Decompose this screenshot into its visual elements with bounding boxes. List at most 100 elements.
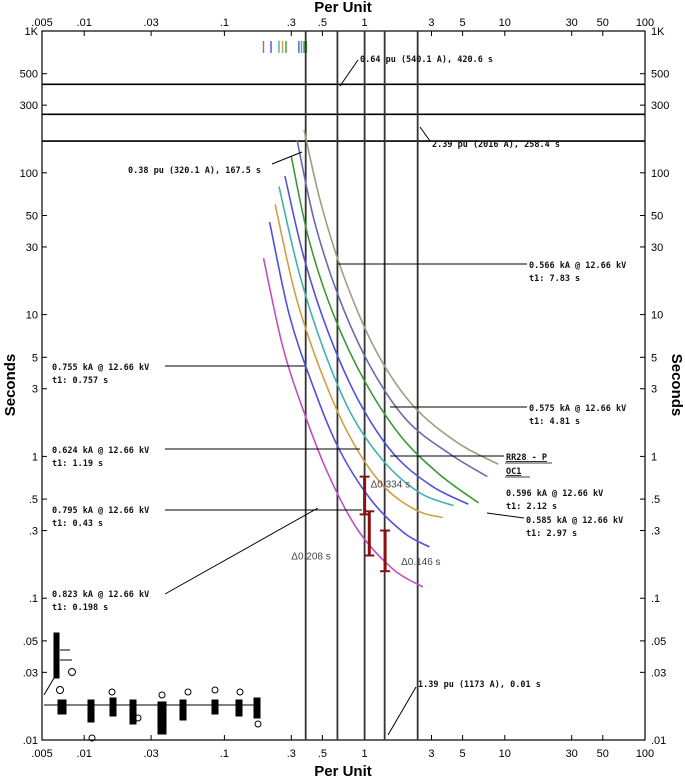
y-tick-label: .5 — [29, 494, 38, 506]
tcc-curves — [262, 129, 499, 588]
leader-line — [271, 151, 303, 165]
x-tick-label: .005 — [31, 17, 52, 29]
x-tick-label: 50 — [597, 748, 609, 760]
x-tick-label: .03 — [143, 748, 158, 760]
top-marks — [262, 41, 308, 53]
annotation-label: 0.566 kA @ 12.66 kV — [529, 261, 626, 271]
y-tick-label: .3 — [651, 526, 660, 538]
y-axis-ticks: 1K 1K 500 500 300 300 100 100 50 50 30 30 10 10 5 5 3 3 1 1… — [20, 26, 670, 747]
y-tick-label: 100 — [20, 168, 38, 180]
annotation-label: t1: 2.12 s — [506, 502, 557, 512]
leader-line — [164, 507, 319, 595]
annotation-label: 0.64 pu (540.1 A), 420.6 s — [360, 55, 493, 65]
x-tick-label: 3 — [428, 748, 434, 760]
leader-line — [419, 126, 431, 142]
margin-brackets: Δ0.334 s Δ0.208 s Δ0.146 s — [291, 475, 441, 573]
leader-line — [387, 686, 417, 736]
annotation-label: t1: 0.757 s — [52, 376, 108, 386]
y-tick-label: 30 — [651, 242, 663, 254]
y-tick-label: .01 — [23, 735, 38, 747]
x-tick-label: .005 — [31, 748, 52, 760]
device-label: RR28 - P — [506, 453, 547, 463]
x-tick-label: 30 — [566, 748, 578, 760]
plot-frame — [41, 30, 646, 741]
x-axis-title-bottom: Per Unit — [314, 763, 372, 780]
y-tick-label: .05 — [651, 636, 666, 648]
y-tick-label: 100 — [651, 168, 669, 180]
y-tick-label: .1 — [651, 593, 660, 605]
tcc-curve-3 — [274, 204, 443, 519]
y-tick-label: 3 — [32, 384, 38, 396]
y-tick-label: 500 — [651, 69, 669, 81]
annotation-label: 2.39 pu (2016 A), 258.4 s — [432, 140, 560, 150]
y-tick-label: .1 — [29, 593, 38, 605]
x-tick-label: .03 — [143, 17, 158, 29]
y-tick-label: .01 — [651, 735, 666, 747]
bracket-label: Δ0.146 s — [401, 557, 440, 568]
y-tick-label: .03 — [651, 667, 666, 679]
leader-line — [339, 59, 359, 87]
x-tick-label: .3 — [287, 748, 296, 760]
x-tick-label: 10 — [499, 748, 511, 760]
bracket-label: Δ0.334 s — [371, 480, 410, 491]
x-axis-ticks: .005.005.01.01.03.03.1.1.3.3.5.511335510… — [31, 17, 654, 760]
annotation-label: 0.755 kA @ 12.66 kV — [52, 363, 149, 373]
annotation-label: 0.823 kA @ 12.66 kV — [52, 590, 149, 600]
annotation-label: 1.39 pu (1173 A), 0.01 s — [418, 680, 541, 690]
tcc-curve-7 — [296, 139, 488, 478]
x-tick-label: 1 — [362, 748, 368, 760]
x-axis-title-top: Per Unit — [314, 0, 372, 16]
x-tick-label: .1 — [220, 17, 229, 29]
horizontal-lines — [42, 83, 645, 142]
annotation-label: 0.596 kA @ 12.66 kV — [506, 489, 603, 499]
y-tick-label: 300 — [20, 100, 38, 112]
y-tick-label: 300 — [651, 100, 669, 112]
annotation-label: 0.38 pu (320.1 A), 167.5 s — [128, 166, 261, 176]
annotation-label: 0.575 kA @ 12.66 kV — [529, 404, 626, 414]
x-tick-label: 50 — [597, 17, 609, 29]
y-tick-label: 10 — [26, 310, 38, 322]
x-tick-label: 1 — [362, 17, 368, 29]
y-tick-label: 30 — [26, 242, 38, 254]
annotation-label: t1: 4.81 s — [529, 417, 580, 427]
y-tick-label: 10 — [651, 310, 663, 322]
annotations: 0.64 pu (540.1 A), 420.6 s 2.39 pu (2016… — [52, 55, 626, 736]
annotation-label: t1: 0.43 s — [52, 519, 103, 529]
y-tick-label: 1K — [25, 26, 39, 38]
x-tick-label: .5 — [318, 17, 327, 29]
tcc-curve-5 — [284, 175, 469, 505]
y-tick-label: .5 — [651, 494, 660, 506]
annotation-label: t1: 0.198 s — [52, 603, 108, 613]
x-tick-label: 3 — [428, 17, 434, 29]
tcc-curve-2 — [268, 221, 430, 548]
y-axis-title-left: Seconds — [2, 354, 19, 417]
annotation-label: 0.624 kA @ 12.66 kV — [52, 446, 149, 456]
tcc-curve-6 — [290, 156, 480, 504]
y-tick-label: 1 — [32, 451, 38, 463]
one-line-diagram-icon — [43, 632, 262, 742]
annotation-label: 0.795 kA @ 12.66 kV — [52, 506, 149, 516]
annotation-label: 0.585 kA @ 12.66 kV — [526, 516, 623, 526]
annotation-label: t1: 7.83 s — [529, 274, 580, 284]
x-tick-label: 5 — [460, 17, 466, 29]
leader-line — [486, 512, 525, 519]
y-tick-label: 50 — [26, 210, 38, 222]
y-tick-label: 1K — [651, 26, 665, 38]
x-tick-label: 5 — [460, 748, 466, 760]
x-tick-label: 30 — [566, 17, 578, 29]
x-tick-label: .3 — [287, 17, 296, 29]
y-tick-label: 5 — [32, 352, 38, 364]
y-tick-label: 5 — [651, 352, 657, 364]
y-tick-label: .3 — [29, 526, 38, 538]
y-tick-label: 3 — [651, 384, 657, 396]
y-tick-label: .05 — [23, 636, 38, 648]
x-tick-label: .1 — [220, 748, 229, 760]
tcc-curve-8 — [303, 129, 499, 466]
x-tick-label: .01 — [77, 748, 92, 760]
x-tick-label: .01 — [77, 17, 92, 29]
vertical-lines — [304, 31, 419, 740]
y-tick-label: 500 — [20, 69, 38, 81]
annotation-label: t1: 1.19 s — [52, 459, 103, 469]
device-label: OC1 — [506, 467, 521, 477]
